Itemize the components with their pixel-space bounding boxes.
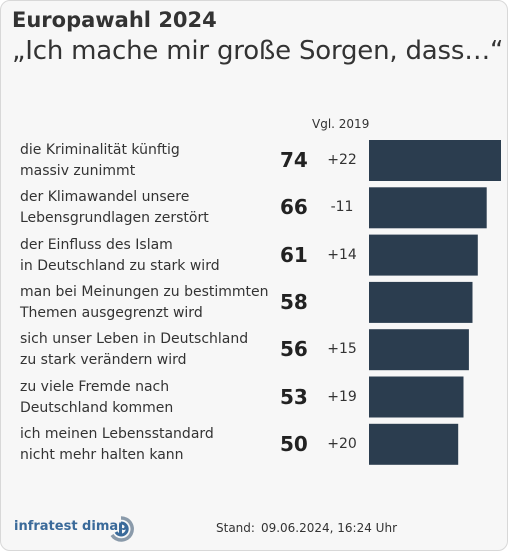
- chart-subtitle: „Ich mache mir große Sorgen, dass…“: [12, 36, 504, 66]
- change-label: -11: [330, 199, 354, 216]
- brand-logo-icon: [110, 516, 134, 542]
- row-label-line1: die Kriminalität künftig: [20, 142, 180, 158]
- footer-timestamp: Stand: 09.06.2024, 16:24 Uhr: [216, 521, 403, 535]
- row-label-line1: der Klimawandel unsere: [20, 189, 190, 206]
- data-label: 58: [280, 289, 308, 314]
- data-label: 50: [280, 431, 308, 456]
- row-label-line2: Themen ausgegrenzt wird: [20, 304, 203, 321]
- row-label-line2: in Deutschland zu stark wird: [20, 257, 220, 274]
- compare-column-header: Vgl. 2019: [312, 117, 370, 131]
- data-label: 66: [280, 195, 308, 220]
- row-label: man bei Meinungen zu bestimmten Themen au…: [20, 282, 282, 324]
- stand-value: 09.06.2024, 16:24 Uhr: [260, 521, 398, 535]
- row-label-line1: zu viele Fremde nach: [20, 378, 170, 395]
- row-label: zu viele Fremde nach Deutschland kommen: [20, 377, 282, 419]
- row-label-line1: ich meinen Lebensstandard: [20, 425, 214, 442]
- row-label-line2: nicht mehr halten kann: [20, 446, 184, 463]
- data-label: 61: [280, 242, 308, 267]
- change-label: +20: [327, 435, 357, 452]
- row-label-line1: man bei Meinungen zu bestimmten: [20, 283, 269, 300]
- change-label: +14: [327, 246, 357, 263]
- data-label: 53: [280, 384, 308, 409]
- data-label: 56: [280, 337, 308, 362]
- row-label-line2: Lebensgrundlagen zerstört: [20, 210, 209, 227]
- change-label: +22: [327, 152, 357, 168]
- data-label: 74: [280, 148, 308, 172]
- row-label-line2: Deutschland kommen: [20, 399, 174, 416]
- row-label-line2: zu stark verändern wird: [20, 352, 187, 369]
- change-label: +15: [327, 341, 357, 358]
- row-label: ich meinen Lebensstandard nicht mehr halt…: [20, 424, 282, 466]
- row-label: der Einfluss des Islam in Deutschland zu …: [20, 235, 282, 277]
- chart-title: Europawahl 2024: [12, 8, 217, 32]
- row-label: sich unser Leben in Deutschland zu stark …: [20, 329, 282, 371]
- row-label-line1: der Einfluss des Islam: [20, 236, 173, 253]
- stand-label: Stand:: [216, 521, 255, 535]
- row-label: der Klimawandel unsere Lebensgrundlagen z…: [20, 187, 282, 229]
- row-label-line2: massiv zunimmt: [20, 163, 136, 179]
- change-label: +19: [327, 388, 357, 405]
- row-label: die Kriminalität künftig massiv zunimmt: [20, 140, 282, 182]
- brand-logo-text: infratest dimap: [14, 519, 128, 534]
- row-label-line1: sich unser Leben in Deutschland: [20, 331, 249, 348]
